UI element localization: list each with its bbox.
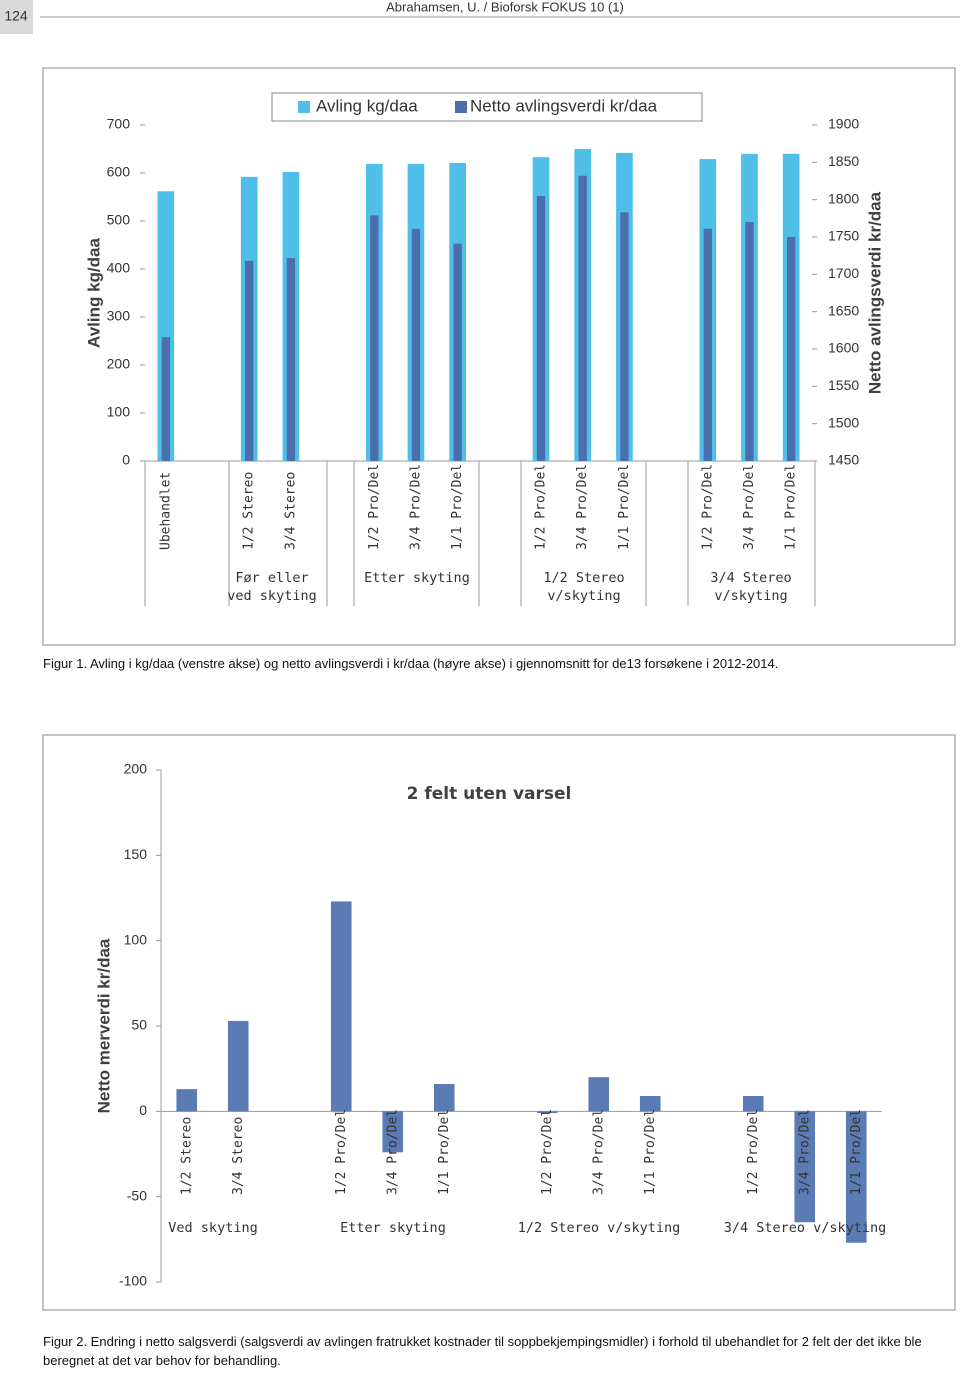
chart-title: 2 felt uten varsel	[407, 784, 572, 804]
legend-swatch	[455, 101, 467, 113]
x-tick-label: 1/1 Pro/Del	[643, 1109, 658, 1195]
x-tick-label: 3/4 Stereo	[231, 1117, 246, 1195]
x-tick-label: 1/1 Pro/Del	[784, 464, 799, 550]
y2-axis-title: Netto avlingsverdi kr/daa	[865, 191, 884, 394]
y-tick-label: 500	[107, 212, 131, 228]
bar	[161, 337, 171, 461]
legend-box	[271, 92, 703, 122]
y2-tick-label: 1750	[828, 228, 859, 244]
y-tick-label: 150	[124, 846, 148, 862]
x-tick-label: 1/2 Pro/Del	[700, 464, 715, 550]
y2-tick-label: 1900	[828, 116, 859, 132]
bar	[745, 222, 754, 461]
bar	[536, 1111, 558, 1114]
group-label: 3/4 Stereo v/skyting	[710, 570, 792, 604]
x-tick-label: 1/1 Pro/Del	[617, 464, 632, 550]
y-tick-label: 0	[139, 1102, 147, 1118]
bar	[382, 1111, 404, 1153]
y-tick-label: 200	[124, 761, 148, 777]
bar	[370, 215, 379, 461]
bar	[742, 1095, 764, 1112]
y-tick-label: 50	[131, 1017, 147, 1033]
y-tick-label: 0	[122, 452, 130, 468]
y-tick-label: 200	[107, 356, 131, 372]
bar	[620, 212, 629, 461]
x-tick-label: 1/1 Pro/Del	[450, 464, 465, 550]
y-tick-label: 400	[107, 260, 131, 276]
x-tick-label: 1/2 Pro/Del	[334, 1109, 349, 1195]
y-tick-label: 700	[107, 116, 131, 132]
bar	[794, 1111, 816, 1223]
bar	[786, 237, 796, 461]
caption: Figur 2. Endring i netto salgsverdi (sal…	[43, 1334, 922, 1368]
y-tick-label: -50	[127, 1187, 147, 1203]
x-tick-label: 1/1 Pro/Del	[437, 1109, 452, 1195]
x-tick-label: Ubehandlet	[158, 472, 173, 550]
bar	[703, 228, 712, 461]
page-number: 124	[4, 8, 28, 24]
group-label: 1/2 Stereo v/skyting	[543, 570, 625, 604]
group-label: Etter skyting	[364, 570, 470, 586]
x-tick-label: 1/2 Pro/Del	[540, 1109, 555, 1195]
group-label: Ved skyting	[168, 1220, 258, 1236]
group-label: Etter skyting	[340, 1220, 446, 1236]
y2-tick-label: 1500	[828, 414, 859, 430]
y-tick-label: 100	[124, 931, 148, 947]
x-tick-label: 3/4 Pro/Del	[575, 464, 590, 550]
y2-tick-label: 1650	[828, 302, 859, 318]
bar	[578, 175, 587, 462]
group-label: Før eller ved skyting	[227, 570, 317, 604]
chart-frame	[42, 734, 956, 1311]
y2-tick-label: 1800	[828, 190, 859, 206]
bar	[245, 260, 254, 461]
bar	[176, 1089, 198, 1112]
x-tick-label: 1/2 Pro/Del	[367, 464, 382, 550]
x-tick-label: 3/4 Pro/Del	[797, 1109, 812, 1195]
group-label: 1/2 Stereo v/skyting	[517, 1220, 681, 1236]
x-tick-label: 1/2 Pro/Del	[534, 464, 549, 550]
y2-tick-label: 1700	[828, 265, 859, 281]
bar	[286, 257, 296, 461]
bar	[453, 243, 462, 461]
running-head: Abrahamsen, U. / Bioforsk FOKUS 10 (1)	[386, 0, 624, 14]
x-tick-label: 1/2 Pro/Del	[746, 1109, 761, 1195]
x-tick-label: 1/1 Pro/Del	[849, 1109, 864, 1195]
bar	[330, 901, 352, 1112]
y-axis-title: Avling kg/daa	[84, 238, 103, 348]
x-tick-label: 1/2 Stereo	[242, 472, 257, 550]
x-tick-label: 3/4 Pro/Del	[742, 464, 757, 550]
x-tick-label: 1/2 Stereo	[179, 1117, 194, 1195]
bar	[536, 195, 546, 461]
bar	[639, 1095, 661, 1112]
legend-swatch	[298, 101, 310, 113]
bar	[845, 1111, 867, 1243]
legend-label: Netto avlingsverdi kr/daa	[470, 96, 658, 115]
bar	[588, 1077, 610, 1112]
y-tick-label: 600	[107, 164, 131, 180]
caption: Figur 1. Avling i kg/daa (venstre akse) …	[43, 656, 779, 671]
y-axis-title: Netto merverdi kr/daa	[94, 938, 113, 1113]
y2-tick-label: 1850	[828, 153, 859, 169]
legend-label: Avling kg/daa	[316, 96, 418, 115]
y2-tick-label: 1450	[828, 452, 859, 468]
page-number-box	[0, 0, 33, 34]
y2-tick-label: 1600	[828, 340, 859, 356]
chart-frame	[42, 67, 956, 646]
bar	[433, 1084, 455, 1112]
y2-tick-label: 1550	[828, 377, 859, 393]
y-tick-label: 100	[107, 404, 131, 420]
y-tick-label: -100	[119, 1273, 147, 1289]
y-tick-label: 300	[107, 308, 131, 324]
group-label: 3/4 Stereo v/skyting	[723, 1220, 887, 1236]
x-tick-label: 3/4 Pro/Del	[385, 1109, 400, 1195]
x-tick-label: 3/4 Pro/Del	[408, 464, 423, 550]
bar	[227, 1020, 249, 1112]
x-tick-label: 3/4 Stereo	[283, 472, 298, 550]
x-tick-label: 3/4 Pro/Del	[591, 1109, 606, 1195]
bar	[411, 228, 421, 461]
group-separators	[144, 461, 816, 606]
